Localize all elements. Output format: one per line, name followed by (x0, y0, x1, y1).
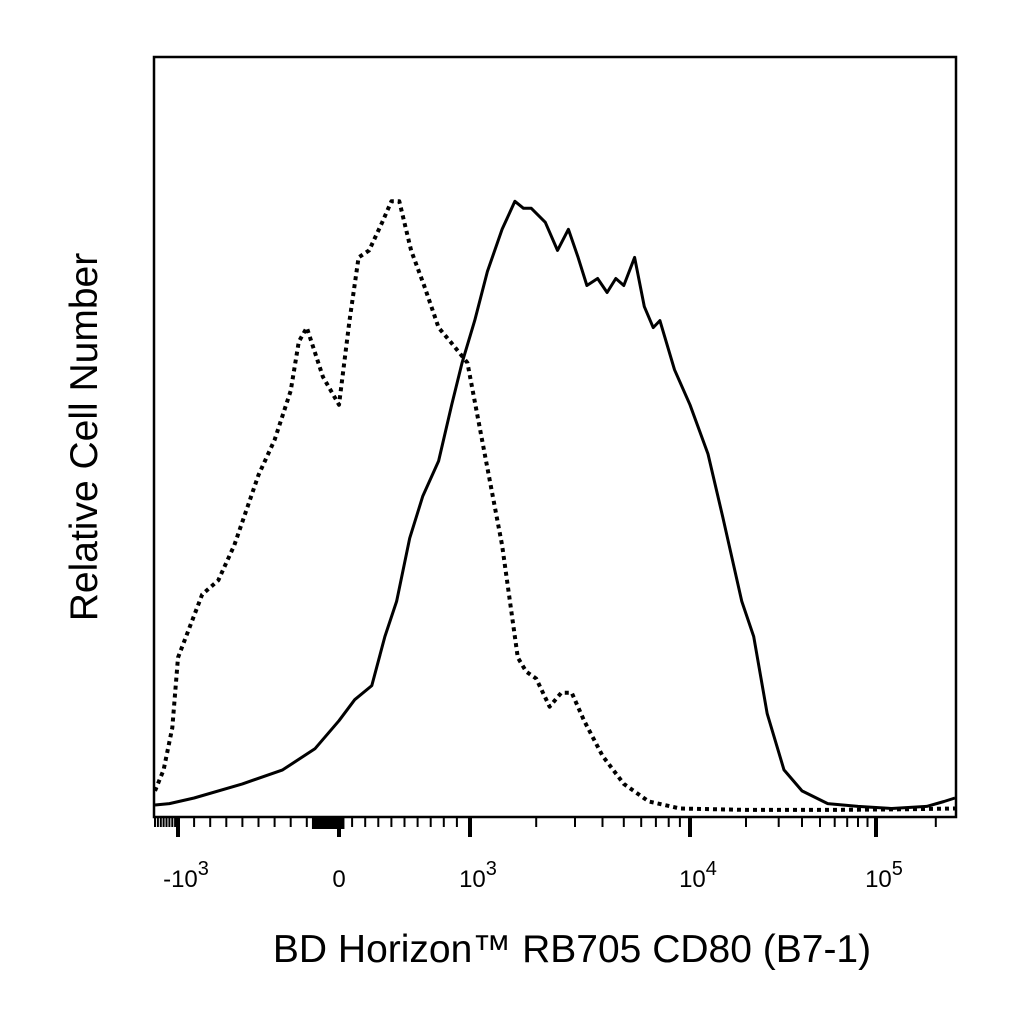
x-tick-label: 104 (679, 858, 717, 893)
series-layer (153, 199, 956, 812)
x-tick-label: 0 (332, 866, 345, 893)
y-axis-label: Relative Cell Number (63, 253, 106, 621)
x-axis: -103 0 103 104 105 (154, 817, 937, 893)
x-axis-label: BD Horizon™ RB705 CD80 (B7-1) (273, 928, 871, 971)
solid-series-line (154, 199, 956, 810)
x-tick-label: -103 (163, 858, 209, 893)
x-tick-label: 103 (459, 858, 497, 893)
x-tick-label: 105 (865, 858, 903, 893)
dotted-series-line (153, 199, 956, 812)
plot-frame (152, 55, 958, 819)
